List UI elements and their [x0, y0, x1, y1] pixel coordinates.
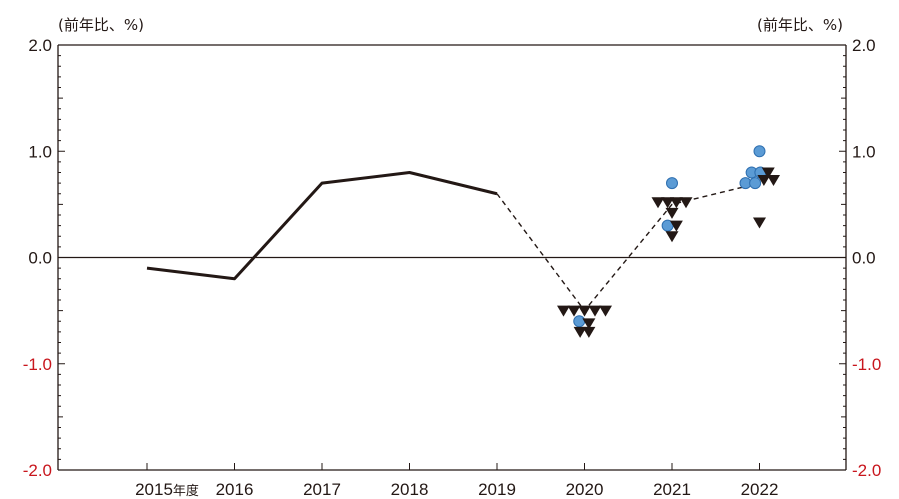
series-lines [146, 171, 760, 312]
x-tick-label: 2016 [216, 480, 254, 499]
x-tick-label: 2015年度 [135, 480, 199, 499]
triangle-marker [753, 217, 766, 229]
left-y-tick-label: -1.0 [23, 355, 52, 374]
right-y-tick-label: -1.0 [852, 355, 881, 374]
circle-marker [753, 145, 766, 158]
left-y-tick-label: 0.0 [28, 249, 52, 268]
triangle-marker [761, 167, 775, 179]
right-y-tick-label: 2.0 [852, 36, 876, 55]
triangle-marker [573, 326, 587, 338]
x-tick-label: 2018 [391, 480, 429, 499]
x-tick-label: 2021 [653, 480, 691, 499]
forecast-line [496, 182, 760, 312]
x-tick-label: 2019 [478, 480, 516, 499]
triangle-marker [582, 318, 596, 330]
triangle-marker [767, 174, 780, 186]
triangle-marker [665, 207, 679, 219]
x-tick-label-suffix: 年度 [173, 483, 199, 499]
left-axis-unit-label: (前年比、%) [58, 16, 144, 34]
left-y-tick-label: 2.0 [28, 36, 52, 55]
triangle-marker [567, 305, 581, 317]
circle-marker [749, 177, 762, 190]
triangle-marker [651, 197, 665, 209]
triangle-marker [757, 174, 771, 186]
triangle-marker [661, 197, 675, 209]
right-y-tick-label: 0.0 [852, 249, 876, 268]
triangle-marker [582, 326, 596, 338]
triangle-marker [669, 197, 683, 209]
right-axis-unit-label: (前年比、%) [757, 16, 843, 34]
triangle-marker [588, 305, 602, 317]
left-y-tick-label: -2.0 [23, 461, 52, 480]
triangle-marker [679, 197, 693, 209]
triangle-marker [669, 220, 683, 232]
circle-marker [666, 177, 678, 190]
triangle-marker [578, 305, 591, 317]
right-y-axis: 2.0 1.0 0.0 -1.0 -2.0 [839, 36, 881, 480]
x-tick-label: 2022 [741, 480, 779, 499]
x-axis: 2015年度 2016 2017 2018 2019 2020 2021 2022 [135, 463, 778, 499]
left-y-axis: 2.0 1.0 0.0 -1.0 -2.0 [23, 36, 65, 480]
axes [57, 44, 847, 471]
triangle-marker [665, 231, 679, 243]
right-y-tick-label: 1.0 [852, 142, 876, 161]
triangle-marker [599, 305, 612, 317]
right-y-tick-label: -2.0 [852, 461, 881, 480]
circle-marker [573, 315, 586, 328]
x-tick-label: 2020 [566, 480, 604, 499]
x-tick-label: 2017 [303, 480, 341, 499]
x-tick-label-year: 2015 [135, 480, 173, 499]
triangle-marker [557, 305, 570, 317]
actual-line [146, 171, 498, 281]
left-y-tick-label: 1.0 [28, 142, 52, 161]
forecast-markers [557, 145, 780, 338]
